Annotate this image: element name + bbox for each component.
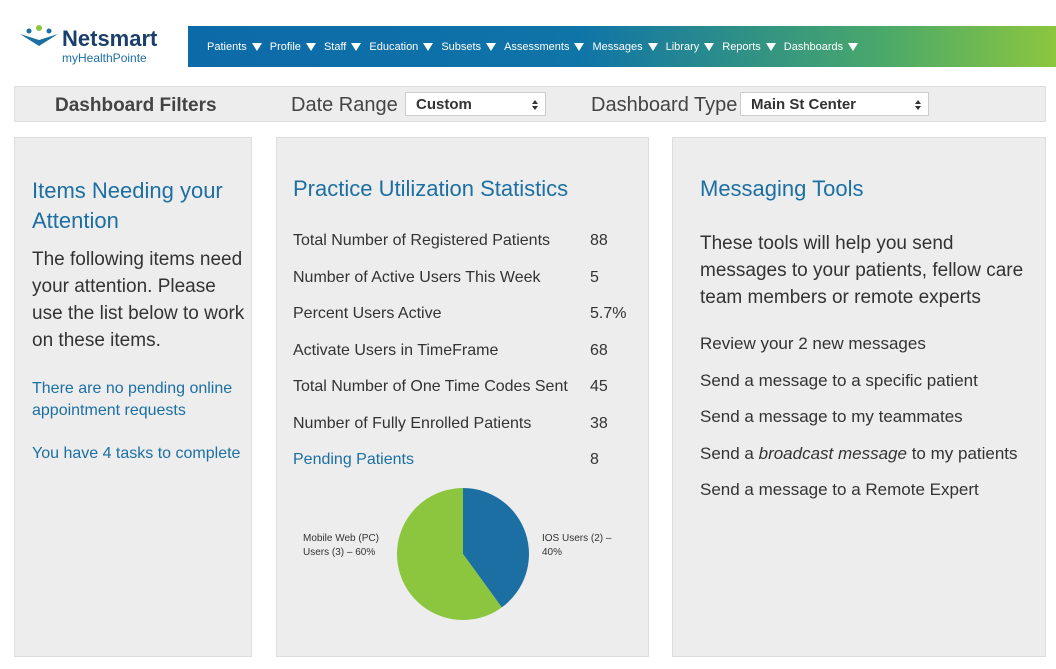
nav-item[interactable]: Profile: [270, 41, 316, 53]
pie-slice: [397, 488, 502, 620]
stat-label: Number of Active Users This Week: [293, 268, 541, 286]
stat-value: 88: [590, 232, 608, 249]
message-link[interactable]: Send a broadcast message to my patients: [700, 444, 1018, 464]
link-text: to my patients: [906, 443, 1018, 463]
date-range-label: Date Range: [291, 94, 398, 116]
message-link[interactable]: Send a message to my teammates: [700, 407, 963, 426]
filter-bar: Dashboard Filters Date Range Custom Dash…: [14, 86, 1046, 122]
type-select[interactable]: Main St Center: [740, 92, 929, 116]
link-text: broadcast message: [758, 443, 907, 463]
stat-value: 68: [590, 341, 608, 359]
intro: The following items need your attention.…: [32, 249, 245, 351]
message-link[interactable]: Send a message to a specific patient: [700, 370, 978, 390]
brand: Netsmart: [62, 26, 158, 51]
nav-item[interactable]: Dashboards: [784, 41, 858, 53]
stat-value: 5.7%: [590, 305, 627, 322]
stat-label: Activate Users in TimeFrame: [293, 341, 499, 359]
nav-item[interactable]: Messages: [592, 41, 657, 53]
logo-icon: [20, 25, 58, 46]
stat-label: Percent Users Active: [293, 305, 442, 322]
select-arrow: [915, 100, 921, 110]
stat-label: Total Number of One Time Codes Sent: [293, 378, 568, 395]
messaging-panel: Messaging Tools These tools will help yo…: [672, 137, 1046, 657]
message-link[interactable]: Review your 2 new messages: [700, 334, 926, 353]
stat-value: 45: [590, 378, 608, 395]
select-value: Custom: [416, 96, 472, 113]
panel-title: Practice Utilization Statistics: [293, 176, 569, 201]
link-text: Send a: [700, 443, 759, 463]
stat-value: 38: [590, 414, 608, 432]
nav-item[interactable]: Library: [666, 41, 715, 53]
message-link[interactable]: Send a message to a Remote Expert: [700, 480, 979, 499]
sub-brand: myHealthPointe: [62, 51, 147, 65]
select-value: Main St Center: [751, 96, 857, 113]
pie-label: IOS Users (2) – 40%: [542, 533, 612, 558]
filters-title: Dashboard Filters: [55, 95, 217, 116]
nav-item[interactable]: Education: [369, 41, 433, 53]
nav-bar: Patients Profile Staff Education Subsets Asse…: [188, 26, 1056, 67]
attention-panel: Items Needing your Attention The followi…: [14, 137, 252, 657]
pie-slice: [463, 488, 529, 608]
nav-item[interactable]: Subsets: [441, 41, 496, 53]
nav-item[interactable]: Reports: [722, 41, 776, 53]
pie-chart: [397, 488, 529, 620]
stat-label: Total Number of Registered Patients: [293, 232, 551, 249]
stat-label: Number of Fully Enrolled Patients: [293, 414, 532, 432]
attention-link[interactable]: There are no pending online appointment …: [32, 380, 233, 419]
type-label: Dashboard Type: [591, 94, 738, 116]
select-arrow: [532, 100, 538, 110]
stat-value: 5: [590, 268, 599, 286]
stat-value: 8: [590, 451, 599, 468]
nav-item[interactable]: Patients: [207, 41, 262, 53]
stats-panel: Practice Utilization Statistics Mobile W…: [276, 137, 649, 657]
nav-item[interactable]: Staff: [324, 41, 361, 53]
attention-link[interactable]: You have 4 tasks to complete: [32, 445, 241, 462]
intro: These tools will help you send messages …: [700, 233, 1024, 308]
stat-link[interactable]: Pending Patients: [293, 451, 414, 468]
nav-item[interactable]: Assessments: [504, 41, 584, 53]
date-range-select[interactable]: Custom: [405, 92, 546, 116]
panel-title: Items Needing your Attention: [32, 178, 223, 233]
panel-title: Messaging Tools: [700, 176, 864, 201]
pie-label: Mobile Web (PC) Users (3) – 60%: [303, 533, 379, 558]
